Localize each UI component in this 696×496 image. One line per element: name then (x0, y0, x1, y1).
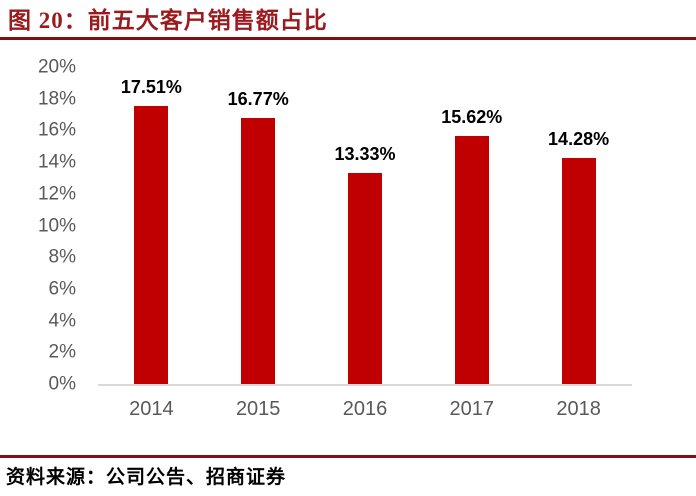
bar-slot: 16.77% (205, 67, 312, 384)
bar-2018 (561, 157, 596, 384)
y-tick-label: 18% (37, 88, 76, 110)
bar-chart: 0% 2% 4% 6% 8% 10% 12% 14% 16% 18% 20% 17.51% 16.77… (0, 55, 696, 435)
figure-header: 图 20：前五大客户销售额占比 (0, 0, 696, 40)
data-label: 15.62% (441, 107, 503, 128)
y-tick-label: 6% (48, 278, 76, 300)
bar-slot: 14.28% (525, 67, 632, 384)
y-tick-label: 4% (48, 310, 76, 332)
y-tick-label: 14% (37, 151, 76, 173)
y-tick-label: 0% (48, 373, 76, 395)
y-tick-label: 2% (48, 341, 76, 363)
bar-2016 (347, 172, 382, 384)
figure-footer: 资料来源：公司公告、招商证券 (0, 455, 696, 489)
bar-2014 (134, 106, 169, 384)
y-tick-label: 10% (37, 215, 76, 236)
source-text: 资料来源：公司公告、招商证券 (6, 467, 287, 488)
bar-slot: 13.33% (312, 67, 419, 384)
y-tick-label: 20% (37, 56, 76, 78)
x-axis: 2014 2015 2016 2017 2018 (98, 398, 632, 421)
data-label: 16.77% (227, 89, 289, 110)
x-tick-label: 2017 (449, 398, 495, 420)
bars: 17.51% 16.77% 13.33% 15.62% 14.28% (98, 67, 632, 384)
y-tick-label: 12% (37, 183, 76, 205)
data-label: 17.51% (120, 77, 182, 98)
bar-2017 (454, 136, 489, 384)
plot-area: 17.51% 16.77% 13.33% 15.62% 14.28% (98, 67, 632, 386)
data-label: 13.33% (334, 143, 396, 164)
y-tick-label: 8% (48, 246, 76, 268)
data-label: 14.28% (548, 128, 610, 149)
y-axis: 0% 2% 4% 6% 8% 10% 12% 14% 16% 18% 20% (0, 58, 76, 394)
y-tick-label: 16% (37, 119, 76, 141)
bar-2015 (241, 118, 276, 384)
x-tick-label: 2014 (129, 398, 174, 420)
x-tick-label: 2018 (556, 398, 601, 420)
bar-slot: 15.62% (418, 67, 525, 384)
x-tick-label: 2016 (342, 398, 388, 420)
bar-slot: 17.51% (98, 67, 205, 384)
title-underline (0, 37, 696, 40)
x-tick-label: 2015 (235, 398, 281, 420)
figure-title: 图 20：前五大客户销售额占比 (8, 8, 328, 33)
footer-rule (0, 455, 696, 458)
